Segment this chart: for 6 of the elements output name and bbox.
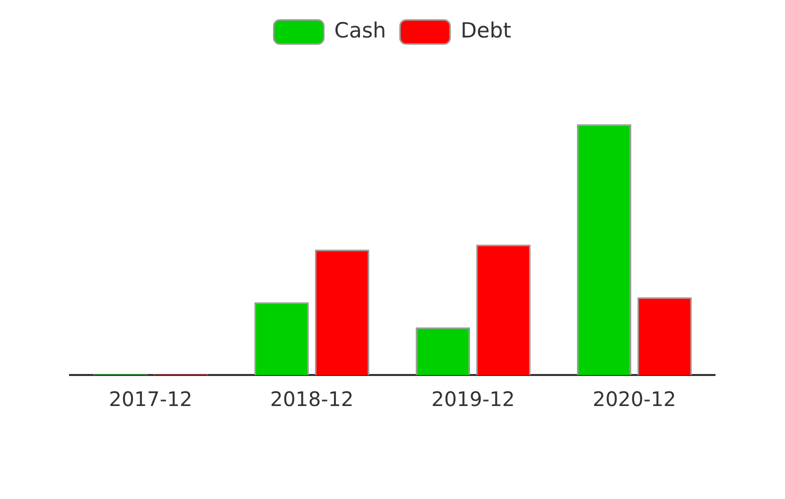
x-tick-label: 2019-12 <box>431 387 515 412</box>
legend-label: Cash <box>334 18 386 42</box>
x-tick-label: 2018-12 <box>270 387 354 412</box>
x-tick-label: 2020-12 <box>592 387 676 412</box>
legend-label: Debt <box>460 18 512 42</box>
x-tick-label: 2017-12 <box>108 387 192 412</box>
